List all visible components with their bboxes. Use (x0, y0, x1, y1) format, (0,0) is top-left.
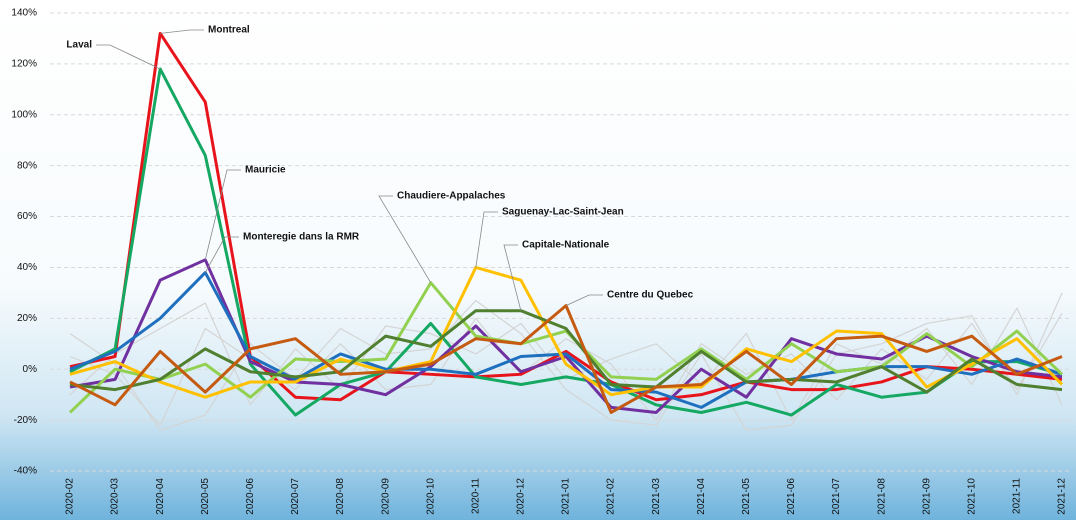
y-tick-label: -40% (14, 466, 37, 477)
leader-line (96, 44, 161, 70)
y-tick-label: 100% (11, 109, 37, 120)
y-tick-label: -20% (14, 415, 37, 426)
annotation: Monteregie dans la RMR (243, 232, 360, 243)
x-tick-label: 2021-08 (876, 478, 887, 515)
x-tick-label: 2021-01 (561, 478, 572, 515)
x-tick-label: 2020-09 (380, 478, 391, 515)
series-line (69, 67, 1063, 417)
x-tick-label: 2021-09 (921, 478, 932, 515)
x-tick-label: 2020-03 (110, 478, 121, 515)
x-tick-label: 2021-06 (786, 478, 797, 515)
series-line (69, 265, 1064, 399)
annotation: Centre du Quebec (607, 290, 694, 301)
annotation: Laval (66, 40, 92, 51)
y-tick-label: 20% (17, 313, 37, 324)
x-tick-label: 2021-12 (1057, 478, 1068, 515)
x-tick-label: 2021-03 (651, 478, 662, 515)
x-tick-label: 2021-07 (831, 478, 842, 515)
annotation: Saguenay-Lac-Saint-Jean (502, 207, 624, 218)
annotation: Mauricie (245, 165, 286, 176)
leader-line (160, 29, 204, 34)
x-tick-label: 2020-05 (200, 478, 211, 515)
y-tick-label: 40% (17, 262, 37, 273)
x-tick-label: 2020-07 (290, 478, 301, 515)
annotation: Montreal (208, 25, 250, 36)
x-tick-label: 2020-04 (155, 478, 166, 515)
y-tick-label: 140% (11, 8, 37, 19)
x-tick-label: 2020-12 (516, 478, 527, 515)
x-tick-label: 2021-04 (696, 478, 707, 515)
x-tick-label: 2020-06 (245, 478, 256, 515)
x-tick-label: 2020-02 (65, 478, 76, 515)
x-tick-label: 2021-11 (1012, 478, 1023, 514)
x-tick-label: 2021-05 (741, 478, 752, 515)
leader-line (565, 294, 603, 306)
x-tick-label: 2021-02 (606, 478, 617, 515)
series-line (69, 271, 1063, 409)
series-line (69, 292, 1063, 431)
x-tick-label: 2020-11 (470, 478, 481, 514)
leader-line (378, 195, 432, 283)
annotation: Chaudiere-Appalaches (397, 191, 506, 202)
x-tick-label: 2020-08 (335, 478, 346, 515)
leader-line (204, 169, 241, 260)
y-tick-label: 120% (11, 59, 37, 70)
leader-line (475, 211, 498, 268)
y-tick-label: 60% (17, 211, 37, 222)
y-tick-label: 80% (17, 160, 37, 171)
annotation: Capitale-Nationale (522, 240, 610, 251)
x-tick-label: 2021-10 (966, 478, 977, 515)
x-tick-label: 2020-10 (425, 478, 436, 515)
y-tick-label: 0% (23, 364, 38, 375)
leader-line (204, 236, 239, 273)
series-line (69, 312, 1063, 426)
leader-line (503, 244, 522, 311)
